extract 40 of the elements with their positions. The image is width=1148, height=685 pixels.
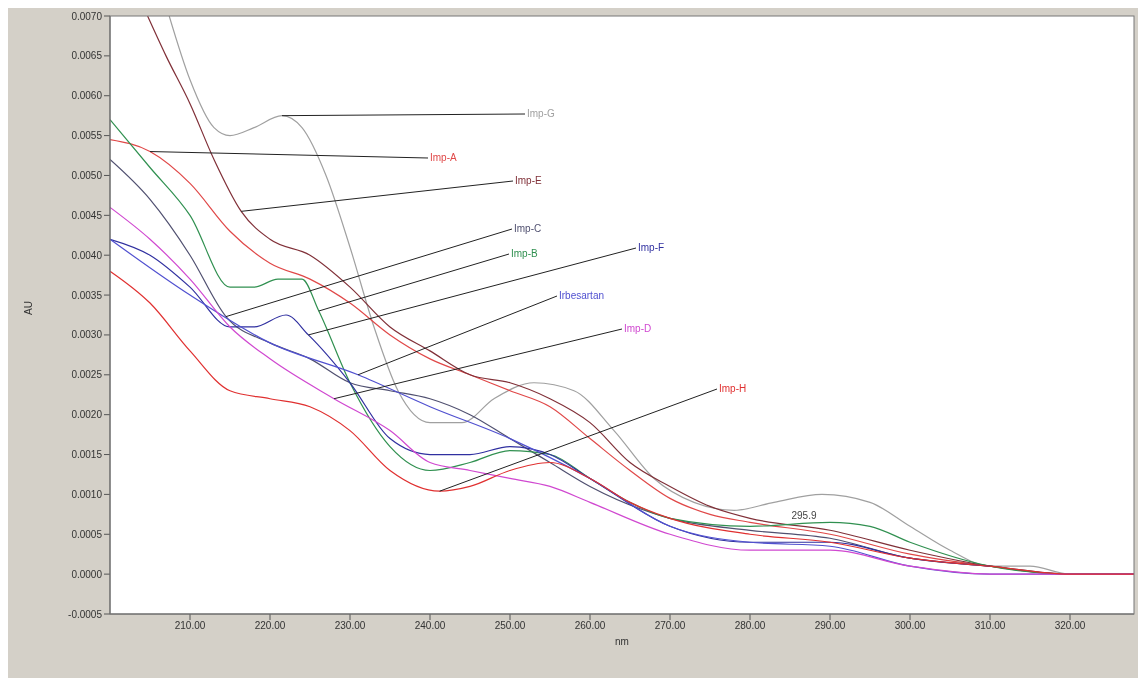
x-tick-label: 310.00 [974,620,1006,632]
text: Imp-H [719,383,747,394]
x-axis-title: nm [615,636,629,648]
y-tick-label: 0.0025 [71,369,103,381]
x-tick-label: 280.00 [734,620,766,632]
y-tick-label: 0.0050 [71,170,103,182]
x-tick-label: 300.00 [894,620,926,632]
x-tick-label: 240.00 [414,620,446,632]
y-axis-title: AU [22,301,34,315]
text: Imp-A [430,152,457,163]
text: Imp-G [527,108,555,119]
y-tick-label: 0.0065 [71,50,103,62]
y-tick-label: 0.0035 [71,289,103,301]
x-tick-label: 260.00 [574,620,606,632]
text: Irbesartan [559,290,605,301]
x-tick-label: 210.00 [174,620,206,632]
y-tick-label: 0.0045 [71,209,103,221]
x-tick-label: 290.00 [814,620,846,632]
text: Imp-B [511,248,538,259]
y-tick-label: 0.0000 [71,568,103,580]
y-tick-label: 0.0020 [71,409,103,421]
y-tick-label: 0.0055 [71,130,103,142]
y-tick-label: 0.0010 [71,488,103,500]
text: Imp-E [515,175,542,186]
y-tick-label: 0.0060 [71,90,103,102]
text: Imp-D [624,323,652,334]
x-tick-label: 230.00 [334,620,366,632]
x-tick-label: 250.00 [494,620,526,632]
x-tick-label: 320.00 [1054,620,1086,632]
y-tick-label: 0.0070 [71,10,103,22]
y-tick-label: 0.0040 [71,249,103,261]
y-tick-label: -0.0005 [68,608,103,620]
y-tick-label: 0.0015 [71,449,103,461]
x-tick-label: 220.00 [254,620,286,632]
text: Imp-C [514,223,542,234]
text: Imp-F [638,242,665,253]
y-tick-label: 0.0005 [71,528,103,540]
x-tick-label: 270.00 [654,620,686,632]
annotation: 295.9 [791,510,817,521]
y-tick-label: 0.0030 [71,329,103,341]
